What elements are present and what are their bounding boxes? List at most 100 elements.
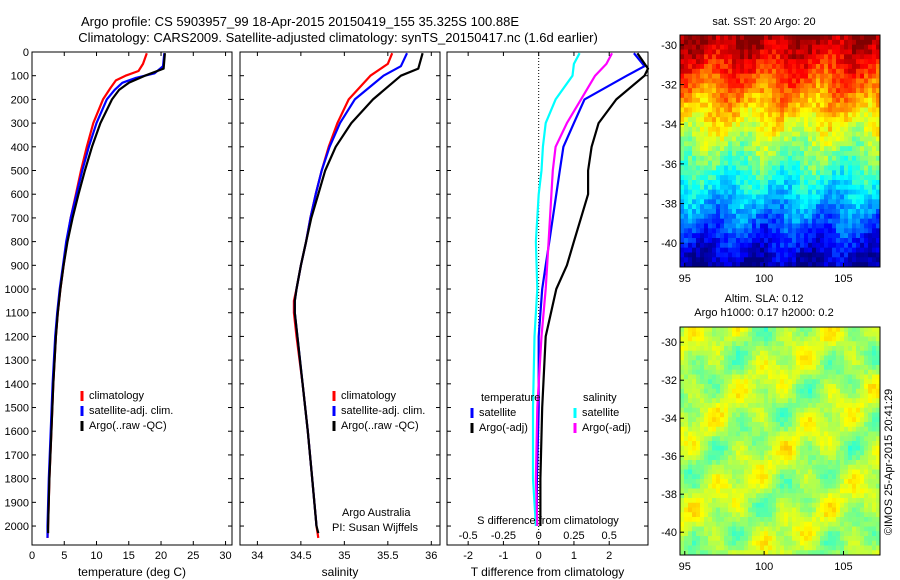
sst-map-cell (832, 83, 837, 89)
differences-series-blue (535, 52, 646, 526)
sst-map-cell (732, 97, 737, 104)
sla-map-cell (708, 407, 713, 413)
depth-tick-label: 1600 (5, 426, 29, 438)
sst-map-cell (752, 59, 757, 65)
sla-map-cell (844, 507, 849, 513)
sst-map-cell (704, 68, 709, 75)
sla-map-cell (768, 426, 773, 432)
sla-map-cell (748, 422, 753, 428)
sst-map-cell (808, 184, 813, 191)
sst-map-cell (692, 184, 697, 191)
sst-map-cell (760, 131, 765, 137)
sla-map-cell (840, 517, 845, 523)
sla-map-cell (824, 479, 829, 485)
sst-map-cell (776, 194, 781, 200)
sst-map-cell (764, 180, 769, 186)
sla-map-cell (704, 341, 709, 347)
sst-map-cell (704, 122, 709, 128)
sst-map-cell (784, 194, 789, 200)
sst-map-cell (852, 165, 857, 171)
sst-map-cell (828, 194, 833, 200)
sst-map-cell (856, 78, 861, 84)
sla-map-cell (792, 379, 797, 385)
sst-map-cell (852, 151, 857, 157)
sla-map-cell (792, 450, 797, 456)
sst-map-cell (828, 126, 833, 133)
sla-map-cell (788, 526, 793, 532)
sst-map-cell (808, 155, 813, 162)
sst-map-cell (824, 88, 829, 94)
sst-map-cell (860, 184, 865, 191)
depth-tick-label: 200 (11, 94, 29, 106)
sla-map-cell (776, 498, 781, 504)
sst-map-cell (716, 93, 721, 99)
sst-map-cell (732, 54, 737, 60)
sla-map-cell (852, 355, 857, 361)
sst-map-cell (804, 107, 809, 113)
sst-map-cell (804, 97, 809, 104)
sst-map-cell (732, 165, 737, 171)
sst-map-cell (812, 165, 817, 171)
sla-map-cell (732, 360, 737, 366)
sst-map-cell (732, 213, 737, 220)
sst-map-cell (688, 209, 693, 215)
sla-map-cell (792, 531, 797, 537)
sla-map-cell (844, 407, 849, 413)
sla-map-cell (756, 479, 761, 485)
sst-map-cell (828, 39, 833, 46)
sla-map-cell (776, 331, 781, 337)
sst-map-cell (696, 102, 701, 108)
sla-map-cell (836, 526, 841, 532)
sst-map-cell (812, 102, 817, 108)
sst-map-cell (800, 146, 805, 152)
sla-map-cell (764, 479, 769, 485)
sst-map-cell (696, 252, 701, 258)
sla-map-cell (820, 360, 825, 366)
sla-map-cell (720, 327, 725, 333)
sst-map-cell (868, 151, 873, 157)
sla-map-cell (704, 355, 709, 361)
sst-map-cell (832, 233, 837, 239)
sla-map-cell (856, 407, 861, 413)
sla-map-cell (844, 341, 849, 347)
sst-map-cell (700, 49, 705, 55)
sst-map-cell (868, 184, 873, 191)
sla-map-cell (816, 417, 821, 423)
sla-map-cell (828, 441, 833, 447)
sla-map-cell (748, 460, 753, 466)
sst-map-cell (792, 83, 797, 89)
sst-map-cell (876, 141, 881, 147)
sst-map-cell (848, 83, 853, 89)
sla-map-cell (868, 436, 873, 442)
sla-map-cell (684, 407, 689, 413)
sst-map-cell (716, 175, 721, 181)
sst-map-cell (752, 35, 757, 41)
sla-map-cell (796, 521, 801, 527)
sst-map-cell (736, 194, 741, 200)
sst-map-cell (720, 107, 725, 113)
sla-map-cell (864, 479, 869, 485)
sla-map-cell (792, 498, 797, 504)
sst-map-cell (768, 165, 773, 171)
sst-map-cell (768, 117, 773, 123)
sla-map-cell (804, 493, 809, 499)
sla-map-cell (804, 445, 809, 451)
sst-map-cell (804, 35, 809, 41)
sst-map-cell (704, 83, 709, 89)
sla-map-cell (776, 436, 781, 442)
sla-map-cell (720, 422, 725, 428)
sst-map-cell (752, 228, 757, 234)
sst-map-ytick-label: -32 (661, 80, 677, 92)
sst-map-cell (772, 102, 777, 108)
sst-map-cell (748, 209, 753, 215)
sla-map-cell (736, 536, 741, 542)
sla-map-cell (696, 436, 701, 442)
sst-map-cell (716, 102, 721, 108)
sst-map-cell (848, 175, 853, 181)
sst-map-cell (856, 141, 861, 147)
sla-map-cell (764, 388, 769, 394)
sst-map-cell (708, 199, 713, 205)
sla-map-cell (792, 426, 797, 432)
sla-map-cell (820, 464, 825, 470)
sst-map-cell (844, 49, 849, 55)
